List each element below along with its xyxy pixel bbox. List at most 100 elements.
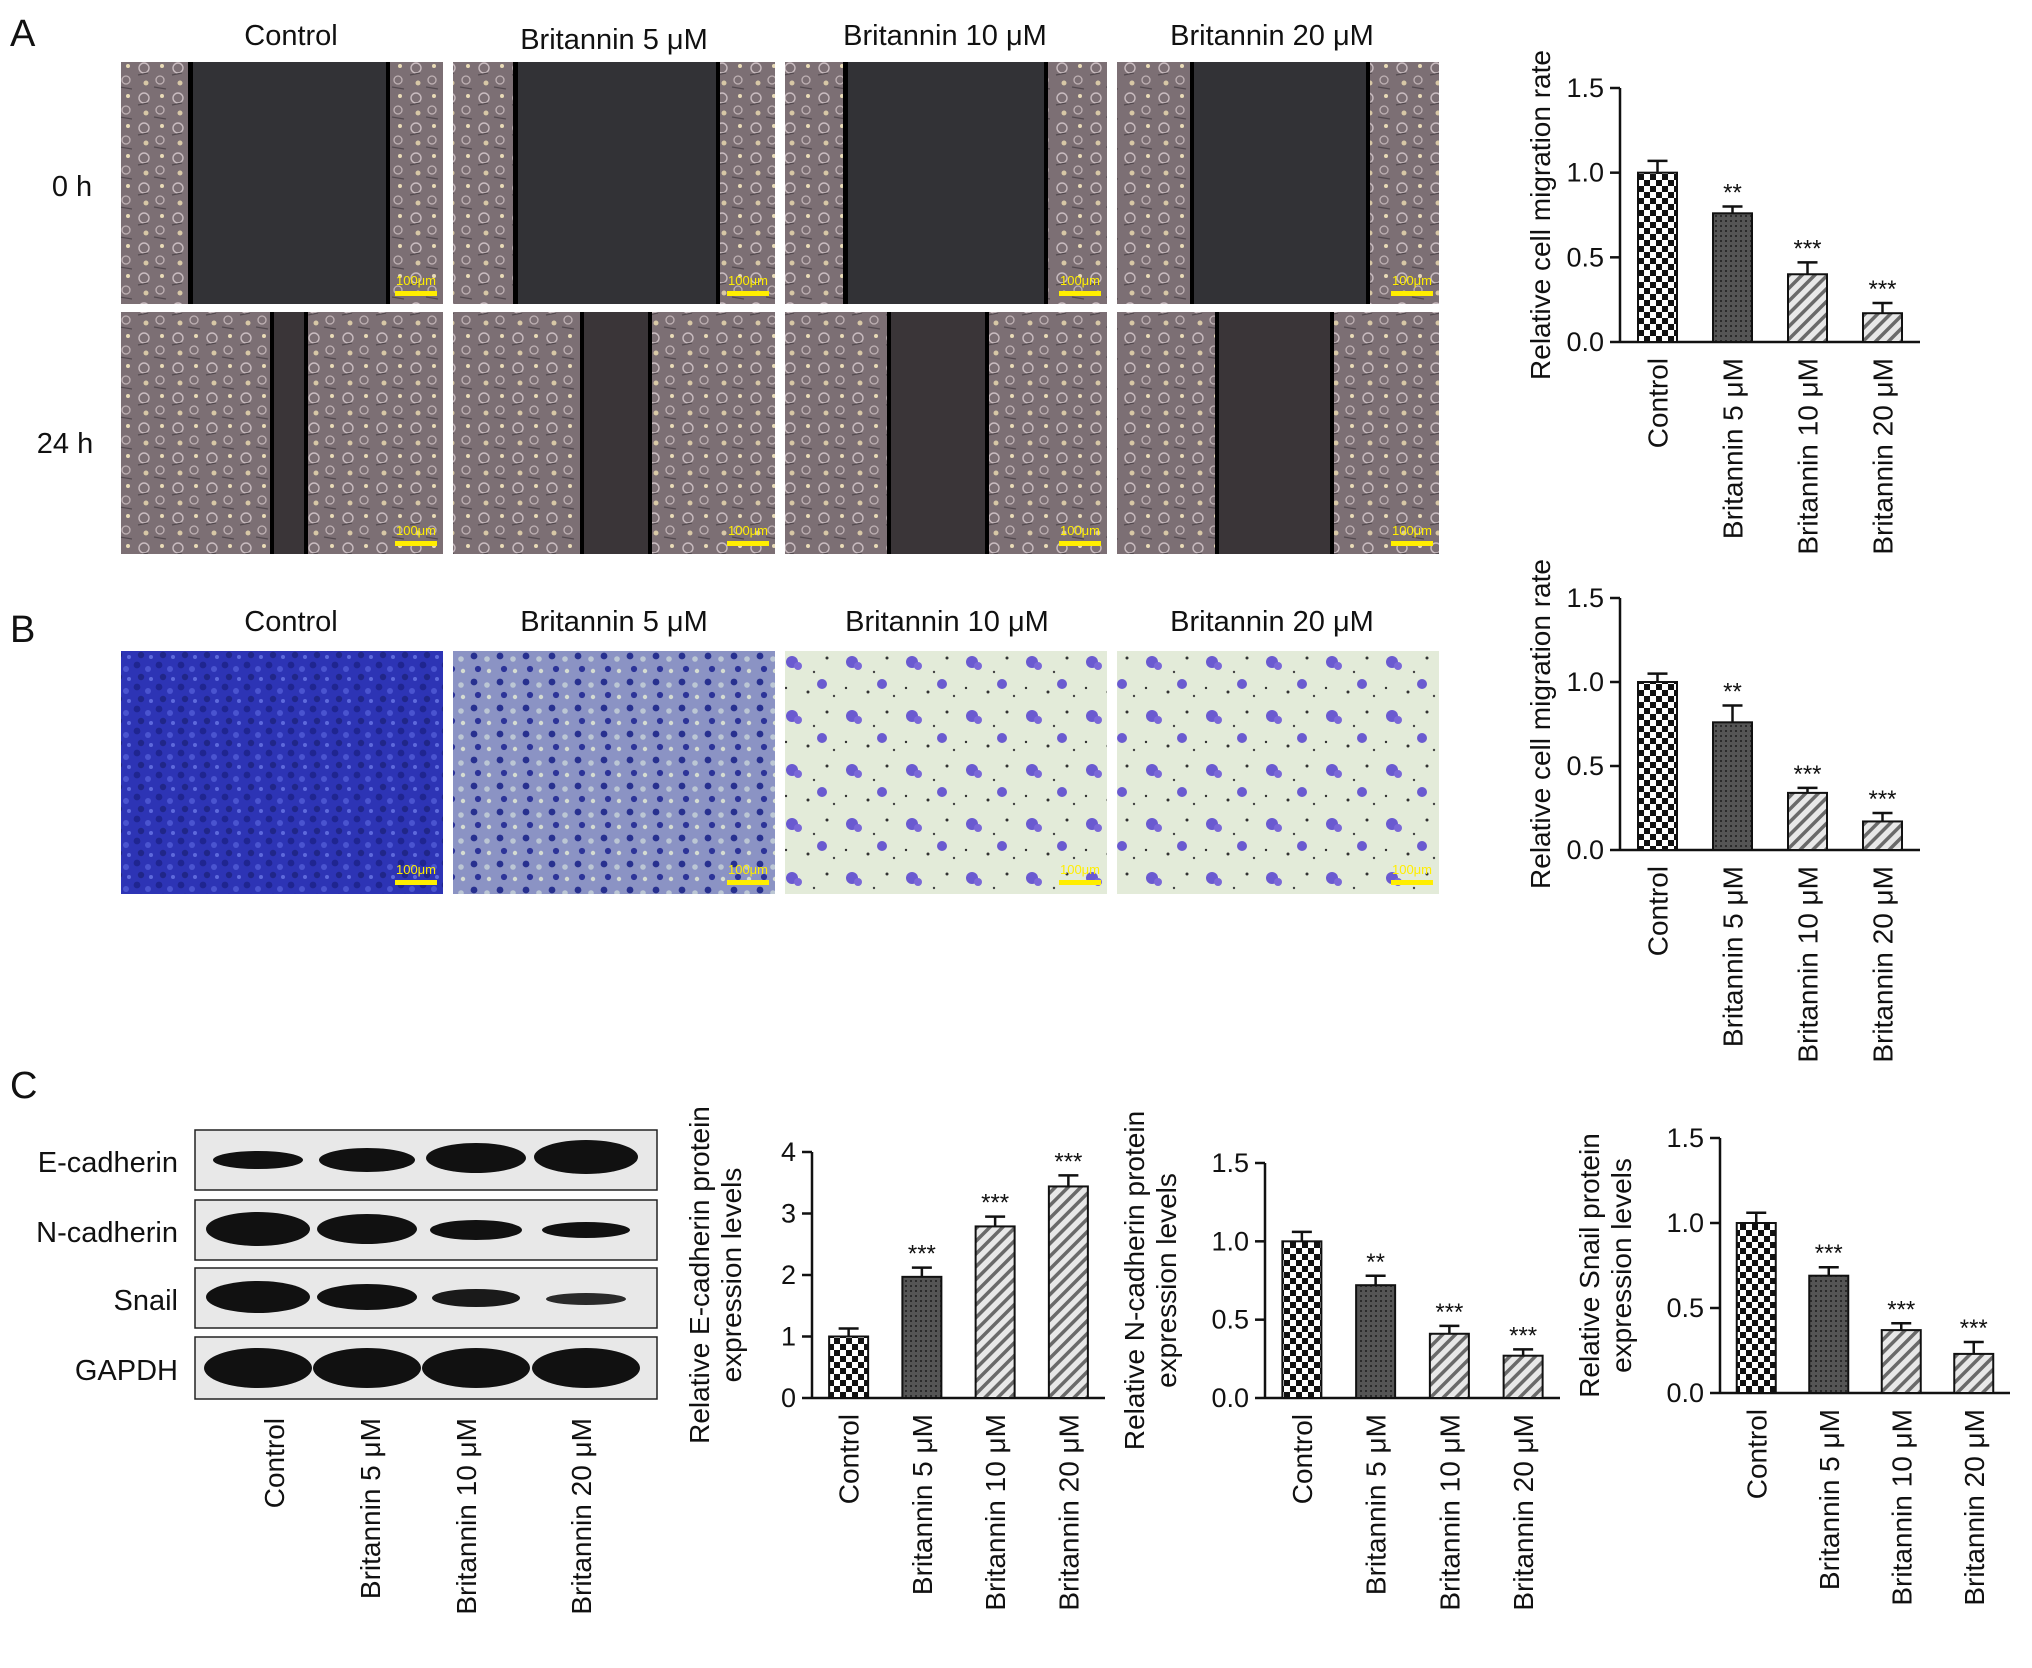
wound-image-control-0h: 100μm [121,62,443,304]
blot-label-n-cadherin: N-cadherin [36,1217,178,1249]
y-tick-label: 1.5 [1666,1123,1704,1153]
y-tick-label: 0.5 [1566,242,1604,272]
panel-a-col-label-britannin-20: Britannin 20 μM [1170,20,1374,52]
x-tick-label: Britannin 5 μM [1718,358,1749,539]
x-tick-label: Control [1643,358,1674,448]
blot-label-gapdh: GAPDH [75,1355,178,1387]
transwell-image-control: 100μm [121,651,443,894]
wound-image-britannin-10-0h: 100μm [785,62,1107,304]
bar [1047,1185,1089,1399]
panel-b-col-label-control: Control [244,606,338,638]
wound-image-control-24h: 100μm [121,312,443,554]
transwell-image-britannin-5: 100μm [453,651,775,894]
bar [1953,1352,1995,1395]
y-tick-label: 0.0 [1211,1383,1249,1413]
y-tick-label: 2 [781,1260,796,1290]
x-tick-label: Britannin 10 μM [980,1414,1011,1611]
significance-label: *** [1793,235,1821,262]
x-tick-label: Britannin 20 μM [1508,1414,1539,1611]
x-tick-label: Britannin 10 μM [1793,866,1824,1063]
blot-band [432,1289,520,1307]
y-axis-label: Relative cell migration rate [1525,559,1556,889]
y-axis-label: expression levels [716,1168,747,1383]
bar [1637,681,1678,851]
blot-lane-label-britannin-20: Britannin 20 μM [566,1418,597,1615]
y-tick-label: 0.5 [1566,751,1604,781]
y-tick-label: 1.0 [1566,158,1604,188]
blot-band [542,1222,630,1238]
x-tick-label: Britannin 10 μM [1886,1409,1917,1606]
x-tick-label: Britannin 20 μM [1868,358,1899,555]
bar-chart-a: 0.0 0.5 1.0 1.5 Relative cell migration rate… [1525,50,1920,555]
panel-a-col-label-britannin-5: Britannin 5 μM [520,24,708,56]
panel-label-a: A [10,13,36,55]
significance-label: *** [981,1190,1009,1217]
panel-a-col-label-control: Control [244,20,338,52]
significance-label: *** [1815,1240,1843,1267]
y-tick-label: 0.0 [1566,835,1604,865]
bar-chart-snail: 0.0 0.5 1.0 1.5 Relative Snail protein expres… [1574,1123,2010,1606]
y-axis-label: Relative N-cadherin protein [1119,1111,1150,1450]
wound-image-britannin-20-24h: 100μm [1117,312,1439,554]
bar [1712,721,1753,852]
y-tick-label: 3 [781,1199,796,1229]
blot-band [319,1148,415,1172]
y-tick-label: 1.5 [1211,1148,1249,1178]
bar [1880,1329,1922,1394]
y-tick-label: 4 [781,1137,796,1167]
panel-label-b: B [10,609,35,651]
bar-chart-e-cadherin: 0 1 2 3 4 Relative E-cadherin protein expressi… [684,1106,1105,1611]
bar-chart-n-cadherin: 0.0 0.5 1.0 1.5 Relative N-cadherin protein e… [1119,1111,1560,1611]
bar [1862,312,1903,344]
wound-image-britannin-20-0h: 100μm [1117,62,1439,304]
bar [1787,273,1828,343]
bar [1428,1332,1470,1400]
y-axis-label: expression levels [1151,1173,1182,1388]
blot-label-snail: Snail [114,1285,179,1317]
bar [1502,1354,1544,1399]
x-tick-label: Britannin 20 μM [1053,1414,1084,1611]
scale-bar-label: 100μm [1060,523,1100,538]
panel-b-col-label-britannin-20: Britannin 20 μM [1170,606,1374,638]
blot-lane-label-control: Control [259,1418,290,1508]
bar [901,1275,943,1399]
panel-label-c: C [10,1065,37,1107]
x-tick-label: Control [1287,1414,1318,1504]
scale-bar-label: 100μm [1060,273,1100,288]
scale-bar-label: 100μm [1392,273,1432,288]
bar [1735,1222,1777,1394]
scale-bar-label: 100μm [728,523,768,538]
blot-lane-label-britannin-10: Britannin 10 μM [451,1418,482,1615]
blot-band [430,1220,522,1240]
significance-label: *** [1054,1148,1082,1175]
blot-band [313,1348,421,1388]
significance-label: ** [1723,180,1742,207]
y-tick-label: 0.0 [1566,327,1604,357]
wound-image-britannin-5-24h: 100μm [453,312,775,554]
panel-b-col-label-britannin-5: Britannin 5 μM [520,606,708,638]
blot-band [426,1143,526,1173]
y-tick-label: 1.0 [1566,667,1604,697]
x-tick-label: Control [1643,866,1674,956]
scale-bar-label: 100μm [728,273,768,288]
y-axis-label: expression levels [1606,1158,1637,1373]
transwell-image-britannin-20: 100μm [1117,651,1439,894]
blot-band [206,1281,310,1313]
blot-band [213,1151,303,1169]
x-tick-label: Britannin 5 μM [1814,1409,1845,1590]
western-blot: E-cadherin N-cadherin Snail GAPDH Contro… [36,1129,658,1615]
y-tick-label: 0 [781,1383,796,1413]
bar [1862,820,1903,852]
bar [828,1335,870,1399]
blot-band [532,1348,640,1388]
blot-label-e-cadherin: E-cadherin [38,1147,178,1179]
y-tick-label: 1.0 [1666,1208,1704,1238]
time-label-0h: 0 h [52,171,92,203]
y-tick-label: 1.5 [1566,583,1604,613]
significance-label: *** [1887,1296,1915,1323]
y-tick-label: 1 [781,1322,796,1352]
panel-b-col-label-britannin-10: Britannin 10 μM [845,606,1049,638]
scale-bar-label: 100μm [1392,862,1432,877]
y-tick-label: 0.0 [1666,1378,1704,1408]
